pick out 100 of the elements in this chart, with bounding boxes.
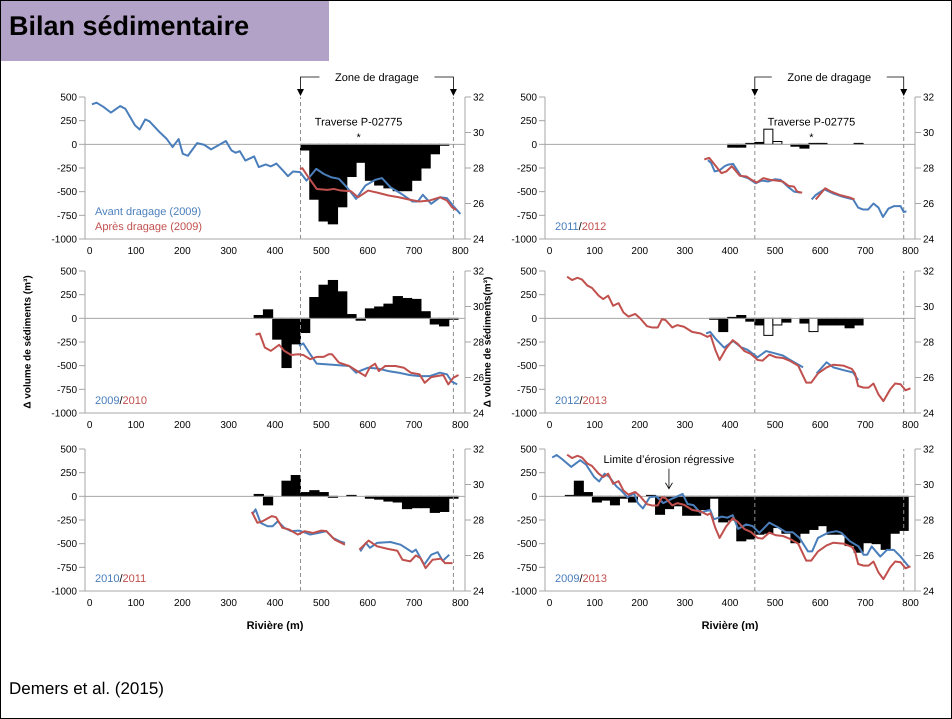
y-tick-label: -1000 (51, 408, 78, 420)
text: Zone de dragage (787, 72, 872, 84)
x-tick-label: 0 (546, 598, 553, 610)
annotation: / (579, 395, 583, 407)
y-axis-title: Δ volume de sédiments(m³) (482, 276, 494, 408)
y2-tick-label: 24 (473, 408, 485, 420)
y-tick-label: -250 (56, 338, 78, 349)
y2-tick-label: 30 (473, 302, 485, 314)
y-tick-label: 250 (520, 468, 538, 480)
y-tick-label: -500 (56, 361, 78, 372)
y2-tick-label: 30 (923, 302, 935, 314)
text: 2013 (582, 395, 608, 407)
y2-tick-label: 32 (923, 444, 935, 456)
annotation: / (578, 221, 582, 233)
annotation: / (119, 395, 123, 407)
y2-tick-label: 26 (923, 373, 935, 384)
y2-tick-label: 24 (923, 586, 935, 598)
y2-tick-label: 26 (923, 551, 935, 562)
y-tick-label: 0 (531, 492, 538, 503)
y-tick-label: 500 (520, 266, 538, 278)
x-tick-label: 700 (857, 420, 874, 432)
x-tick-label: 200 (631, 420, 649, 432)
annotation: / (579, 573, 583, 585)
x-tick-label: 800 (902, 598, 920, 610)
y-tick-label: -1000 (511, 234, 538, 246)
y2-tick-label: 28 (923, 516, 935, 527)
x-tick-label: 600 (359, 246, 376, 258)
x-tick-label: 800 (452, 246, 470, 258)
x-tick-label: 800 (902, 420, 920, 432)
y-tick-label: -1000 (51, 234, 78, 246)
y-axis-title: Δ volume de sédiments (m³) (22, 275, 34, 409)
y-tick-label: -250 (56, 164, 78, 175)
text: Après dragage (2009) (95, 220, 202, 235)
x-tick-label: 200 (174, 598, 192, 610)
y2-tick-label: 28 (473, 516, 485, 527)
y-tick-label: -750 (516, 210, 538, 222)
y-tick-label: -750 (56, 562, 78, 574)
y-tick-label: 0 (531, 314, 538, 325)
y-tick-label: -1000 (51, 586, 78, 598)
x-tick-label: 700 (406, 598, 423, 610)
x-tick-label: 600 (812, 420, 830, 432)
text: Zone de dragage (335, 72, 419, 84)
y-tick-label: 250 (60, 290, 78, 302)
y2-tick-label: 28 (923, 338, 935, 349)
y2-tick-label: 24 (923, 408, 935, 420)
x-tick-label: 0 (86, 598, 93, 610)
x-tick-label: 400 (722, 246, 739, 258)
y2-tick-label: 32 (923, 92, 935, 104)
y2-tick-label: 26 (473, 551, 485, 562)
y2-tick-label: 26 (923, 199, 935, 210)
y-tick-label: -750 (56, 384, 78, 396)
x-tick-label: 800 (452, 420, 470, 432)
x-tick-label: 800 (452, 598, 470, 610)
text: 2009 (95, 395, 120, 407)
x-tick-label: 300 (676, 246, 694, 258)
x-tick-label: 400 (266, 246, 284, 258)
text: 2013 (582, 573, 608, 585)
y2-tick-label: 26 (473, 373, 485, 384)
x-tick-label: 400 (722, 420, 739, 432)
y2-tick-label: 28 (923, 164, 935, 175)
x-tick-label: 0 (546, 420, 553, 432)
x-tick-label: 0 (546, 246, 553, 258)
x-tick-label: 500 (313, 420, 330, 432)
y2-tick-label: 32 (473, 266, 485, 278)
x-tick-label: 400 (266, 598, 284, 610)
x-tick-label: 100 (586, 246, 604, 258)
x-tick-label: 100 (128, 246, 145, 258)
text: 2009 (555, 573, 580, 585)
y-tick-label: -500 (56, 187, 78, 198)
x-tick-label: 300 (220, 246, 238, 258)
text: 2011 (122, 573, 146, 585)
y2-tick-label: 26 (473, 199, 485, 210)
y-tick-label: 500 (520, 444, 538, 456)
text: 2012 (555, 395, 580, 407)
y-tick-label: 500 (60, 266, 78, 278)
x-tick-label: 600 (359, 420, 376, 432)
x-axis-title: Rivière (m) (702, 620, 759, 632)
x-tick-label: 400 (722, 598, 739, 610)
y-tick-label: 0 (71, 314, 78, 325)
y2-tick-label: 28 (473, 164, 485, 175)
y-tick-label: -1000 (511, 408, 538, 420)
x-tick-label: 600 (812, 598, 830, 610)
x-tick-label: 500 (766, 420, 784, 432)
y-tick-label: 500 (60, 444, 78, 456)
annotation: Traverse P-02775 (314, 116, 402, 128)
y-tick-label: 0 (71, 492, 78, 503)
x-tick-label: 200 (174, 246, 192, 258)
text: Avant dragage (2009) (95, 205, 202, 220)
y-tick-label: -500 (516, 361, 538, 372)
y-tick-label: -500 (516, 187, 538, 198)
x-tick-label: 0 (86, 246, 93, 258)
x-tick-label: 500 (766, 598, 784, 610)
x-tick-label: 500 (766, 246, 784, 258)
y-tick-label: 250 (60, 468, 78, 480)
y-tick-label: -500 (516, 539, 538, 550)
x-tick-label: 100 (586, 420, 604, 432)
y-tick-label: 500 (520, 92, 538, 104)
x-tick-label: 100 (128, 420, 145, 432)
y2-tick-label: 24 (923, 234, 935, 246)
annotation: * (809, 132, 814, 144)
